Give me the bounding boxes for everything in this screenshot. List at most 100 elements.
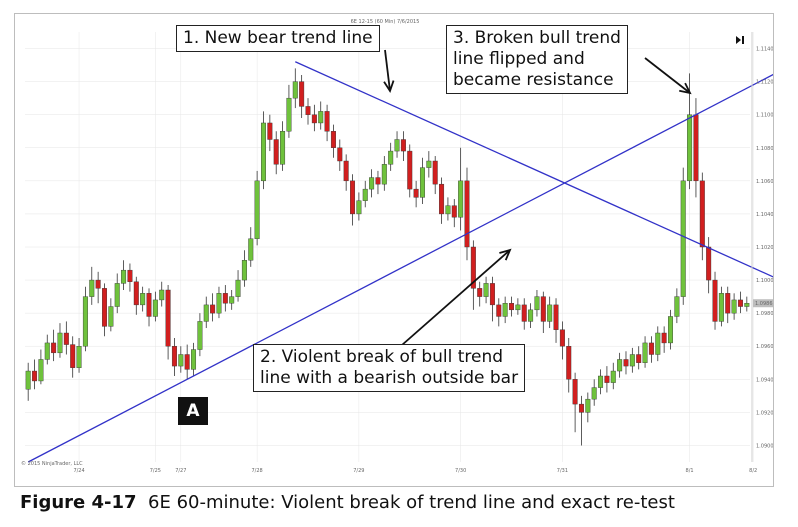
candle-body-up bbox=[178, 354, 184, 367]
candle bbox=[318, 101, 324, 130]
bear-trend-line bbox=[295, 61, 773, 278]
candle-body-down bbox=[400, 139, 406, 152]
candle bbox=[324, 104, 330, 142]
candle bbox=[413, 180, 419, 208]
candle bbox=[203, 296, 209, 329]
candle-body-up bbox=[655, 332, 661, 355]
candle-body-up bbox=[216, 293, 222, 314]
candle-body-down bbox=[553, 304, 559, 330]
figure-number: Figure 4-17 bbox=[20, 492, 137, 513]
candle bbox=[140, 286, 146, 312]
candle bbox=[598, 369, 604, 395]
candle bbox=[70, 336, 76, 378]
candle-body-down bbox=[407, 150, 413, 190]
candle bbox=[394, 131, 400, 158]
candle-body-up bbox=[610, 370, 616, 383]
candle-body-down bbox=[299, 81, 305, 107]
candle-body-up bbox=[629, 354, 635, 367]
candle bbox=[350, 174, 356, 226]
candle bbox=[32, 359, 38, 390]
candle-body-down bbox=[464, 180, 470, 248]
x-tick-label: 7/31 bbox=[557, 468, 568, 474]
chart-title: 6E 12-15 (60 Min) 7/6/2015 bbox=[351, 19, 420, 25]
candle bbox=[534, 290, 540, 317]
candle bbox=[108, 298, 114, 332]
candle-body-up bbox=[502, 303, 508, 317]
candle bbox=[629, 347, 635, 373]
candle-body-down bbox=[578, 403, 584, 413]
candle bbox=[216, 286, 222, 319]
candle bbox=[744, 296, 750, 312]
price-chart: 6E 12-15 (60 Min) 7/6/2015 1.11401.11201… bbox=[21, 19, 773, 474]
candle-body-up bbox=[76, 346, 82, 368]
candle-body-up bbox=[159, 289, 165, 301]
play-icon[interactable] bbox=[736, 36, 744, 44]
candle bbox=[51, 329, 57, 362]
candle-body-down bbox=[102, 288, 107, 327]
candle-body-down bbox=[375, 177, 381, 185]
figure-caption: Figure 4-17 6E 60-minute: Violent break … bbox=[20, 492, 675, 513]
candle bbox=[165, 285, 171, 360]
candle-body-down bbox=[737, 299, 743, 307]
candle-body-up bbox=[515, 304, 521, 311]
candle bbox=[521, 298, 527, 330]
candle-body-up bbox=[140, 293, 146, 306]
candle-body-down bbox=[343, 160, 349, 182]
candle-body-down bbox=[273, 139, 279, 165]
y-tick-label: 1.1120 bbox=[756, 80, 773, 86]
candle bbox=[559, 321, 565, 360]
candle bbox=[585, 392, 591, 423]
candle bbox=[121, 260, 127, 290]
candle bbox=[439, 177, 445, 224]
candle bbox=[445, 197, 451, 221]
candle-body-up bbox=[260, 122, 266, 182]
candle-body-down bbox=[210, 304, 216, 314]
callout-new-bear-trend-line: 1. New bear trend line bbox=[176, 25, 380, 52]
candle-body-down bbox=[540, 296, 546, 322]
candle-body-down bbox=[32, 370, 38, 382]
copyright-label: © 2015 NinjaTrader, LLC bbox=[21, 460, 83, 467]
candle-body-down bbox=[305, 106, 311, 115]
candle-body-up bbox=[426, 160, 432, 168]
candle bbox=[292, 68, 298, 109]
candle bbox=[191, 342, 197, 376]
candle bbox=[375, 170, 381, 195]
candle bbox=[515, 298, 521, 315]
candle bbox=[305, 98, 311, 125]
candle-body-up bbox=[388, 150, 394, 165]
candle-body-down bbox=[324, 111, 330, 132]
candle bbox=[426, 151, 432, 178]
candle bbox=[82, 286, 88, 352]
candle bbox=[451, 199, 457, 228]
candle-body-down bbox=[559, 329, 565, 347]
candle-body-up bbox=[254, 180, 260, 239]
candle-body-down bbox=[451, 205, 457, 218]
candle-body-down bbox=[337, 147, 343, 162]
x-axis: 7/24 7/25 7/27 7/28 7/29 7/30 7/31 8/1 8/2 bbox=[73, 468, 757, 474]
candle-body-down bbox=[470, 246, 476, 289]
candle bbox=[311, 104, 317, 132]
candle-body-down bbox=[63, 332, 69, 345]
candle bbox=[197, 313, 203, 357]
candle bbox=[280, 121, 286, 171]
candle-body-up bbox=[674, 296, 680, 317]
x-tick-label: 8/1 bbox=[686, 468, 694, 474]
candle bbox=[127, 263, 133, 292]
candle bbox=[712, 271, 718, 330]
candle bbox=[159, 281, 165, 307]
candle bbox=[572, 372, 578, 433]
candle-body-up bbox=[369, 177, 375, 190]
candle-body-up bbox=[44, 342, 50, 360]
candle bbox=[489, 276, 495, 322]
candle bbox=[299, 75, 305, 118]
candle-body-down bbox=[604, 375, 610, 383]
candle-body-down bbox=[432, 160, 438, 185]
candle-body-down bbox=[489, 283, 495, 306]
candle bbox=[337, 139, 343, 171]
candle-body-up bbox=[642, 342, 648, 363]
candle bbox=[57, 323, 63, 358]
y-tick-label: 1.0920 bbox=[756, 410, 773, 416]
candle-body-down bbox=[311, 114, 317, 124]
candle bbox=[381, 156, 387, 191]
candle bbox=[674, 288, 680, 324]
